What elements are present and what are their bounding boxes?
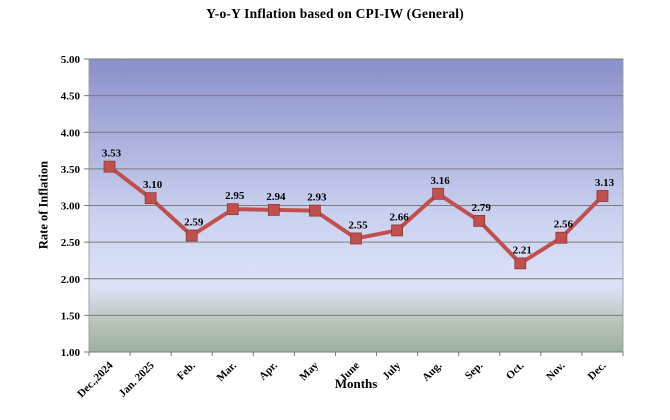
chart-title: Y-o-Y Inflation based on CPI-IW (General…: [206, 6, 464, 21]
x-axis-title: Months: [334, 376, 378, 391]
data-point-marker: [226, 203, 239, 216]
x-tick-label: Sep.: [463, 359, 486, 382]
data-point-marker: [432, 187, 445, 200]
data-point-label: 2.95: [225, 190, 245, 202]
x-tick-label: Mar.: [214, 359, 239, 384]
data-point-marker: [309, 204, 321, 217]
y-axis-title: Rate of Inflation: [36, 160, 51, 250]
y-tick-label: 2.00: [61, 274, 81, 286]
data-point-marker: [144, 192, 157, 205]
data-point-marker: [555, 231, 568, 244]
y-tick-label: 4.50: [61, 91, 81, 103]
data-point-label: 3.16: [431, 175, 451, 187]
data-point-label: 2.56: [554, 219, 574, 231]
data-point-label: 3.10: [143, 179, 163, 191]
data-point-label: 3.13: [595, 177, 615, 189]
data-point-marker: [514, 257, 527, 270]
data-point-marker: [473, 214, 486, 227]
data-point-marker: [185, 229, 198, 242]
data-point-label: 2.93: [307, 192, 327, 204]
data-point-label: 2.55: [348, 219, 368, 231]
y-tick-label: 2.50: [61, 237, 81, 249]
y-tick-label: 1.50: [61, 310, 81, 322]
x-tick-label: Oct.: [504, 359, 527, 382]
x-tick-label: Dec.: [586, 359, 609, 382]
data-point-label: 2.94: [266, 191, 286, 203]
y-tick-label: 1.00: [61, 347, 81, 359]
x-tick-label: Feb.: [175, 359, 198, 382]
data-point-marker: [267, 203, 280, 216]
data-point-marker: [391, 224, 403, 237]
data-point-label: 2.21: [513, 244, 532, 256]
data-point-marker: [103, 160, 116, 173]
x-tick-label: July: [380, 359, 403, 382]
y-tick-label: 5.00: [61, 54, 81, 66]
data-point-label: 2.59: [184, 217, 204, 229]
data-point-label: 2.66: [389, 211, 409, 223]
data-point-marker: [596, 190, 609, 202]
y-tick-label: 3.00: [61, 201, 81, 213]
x-tick-label: Aug.: [420, 359, 444, 383]
x-tick-label: Dec.,2024: [75, 359, 116, 400]
data-point-label: 3.53: [102, 148, 122, 160]
data-point-label: 2.79: [472, 202, 492, 214]
data-point-marker: [350, 232, 362, 245]
x-tick-label: Jan. 2025: [117, 359, 157, 399]
y-tick-label: 4.00: [61, 127, 81, 139]
x-tick-label: Nov.: [544, 359, 568, 383]
x-tick-label: Apr.: [257, 359, 280, 382]
y-tick-label: 3.50: [61, 164, 81, 176]
x-tick-label: May: [297, 359, 321, 383]
